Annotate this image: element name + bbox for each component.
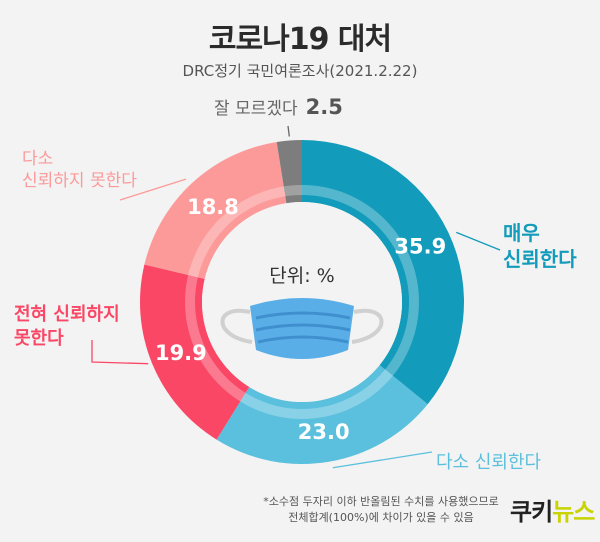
slice-not-at-all bbox=[139, 264, 250, 440]
donut-slices bbox=[139, 140, 464, 464]
leader-line-dont-know bbox=[287, 125, 290, 137]
chart-title: 코로나19 대처 bbox=[208, 22, 392, 57]
leader-line-somewhat-trust bbox=[332, 451, 433, 469]
logo: 쿠키뉴스 bbox=[510, 492, 595, 527]
footnote-line-2: 전체합계(100%)에 차이가 있을 수 있음 bbox=[288, 511, 474, 524]
value-label-not-at-all: 19.9 bbox=[155, 341, 207, 365]
logo-part-1: 쿠키 bbox=[510, 498, 553, 526]
value-label-somewhat-distrust: 18.8 bbox=[187, 195, 239, 219]
value-labels: 35.9 23.0 19.9 18.8 bbox=[155, 195, 446, 444]
slice-very-trust bbox=[302, 140, 464, 405]
slice-somewhat-distrust bbox=[144, 141, 287, 279]
slice-dont-know bbox=[276, 140, 302, 204]
inner-ring-highlight bbox=[185, 185, 419, 419]
category-label-somewhat-distrust: 다소 신뢰하지 못한다 bbox=[22, 149, 137, 191]
footnote: *소수점 두자리 이하 반올림된 수치를 사용했으므로 전체합계(100%)에 … bbox=[246, 494, 516, 526]
leader-lines bbox=[91, 125, 501, 469]
center-unit-label: 단위: % bbox=[269, 265, 334, 287]
face-mask-icon bbox=[220, 298, 384, 359]
leader-line-not-at-all bbox=[91, 340, 149, 365]
leader-line-somewhat-distrust bbox=[119, 178, 187, 201]
slice-somewhat-trust bbox=[216, 365, 428, 464]
category-label-dont-know: 잘 모르겠다 2.5 bbox=[214, 95, 343, 119]
logo-part-2: 뉴스 bbox=[552, 498, 595, 526]
category-label-not-at-all: 전혀 신뢰하지 못한다 bbox=[14, 304, 120, 349]
value-label-very-trust: 35.9 bbox=[394, 235, 446, 259]
leader-line-very-trust bbox=[456, 231, 501, 251]
value-label-dont-know: 2.5 bbox=[306, 95, 343, 119]
category-label-somewhat-trust: 다소 신뢰한다 bbox=[436, 452, 542, 473]
footnote-line-1: *소수점 두자리 이하 반올림된 수치를 사용했으므로 bbox=[263, 495, 499, 508]
category-label-very-trust: 매우 신뢰한다 bbox=[503, 221, 577, 271]
chart-subtitle: DRC정기 국민여론조사(2021.2.22) bbox=[182, 62, 418, 80]
value-label-somewhat-trust: 23.0 bbox=[298, 420, 350, 444]
